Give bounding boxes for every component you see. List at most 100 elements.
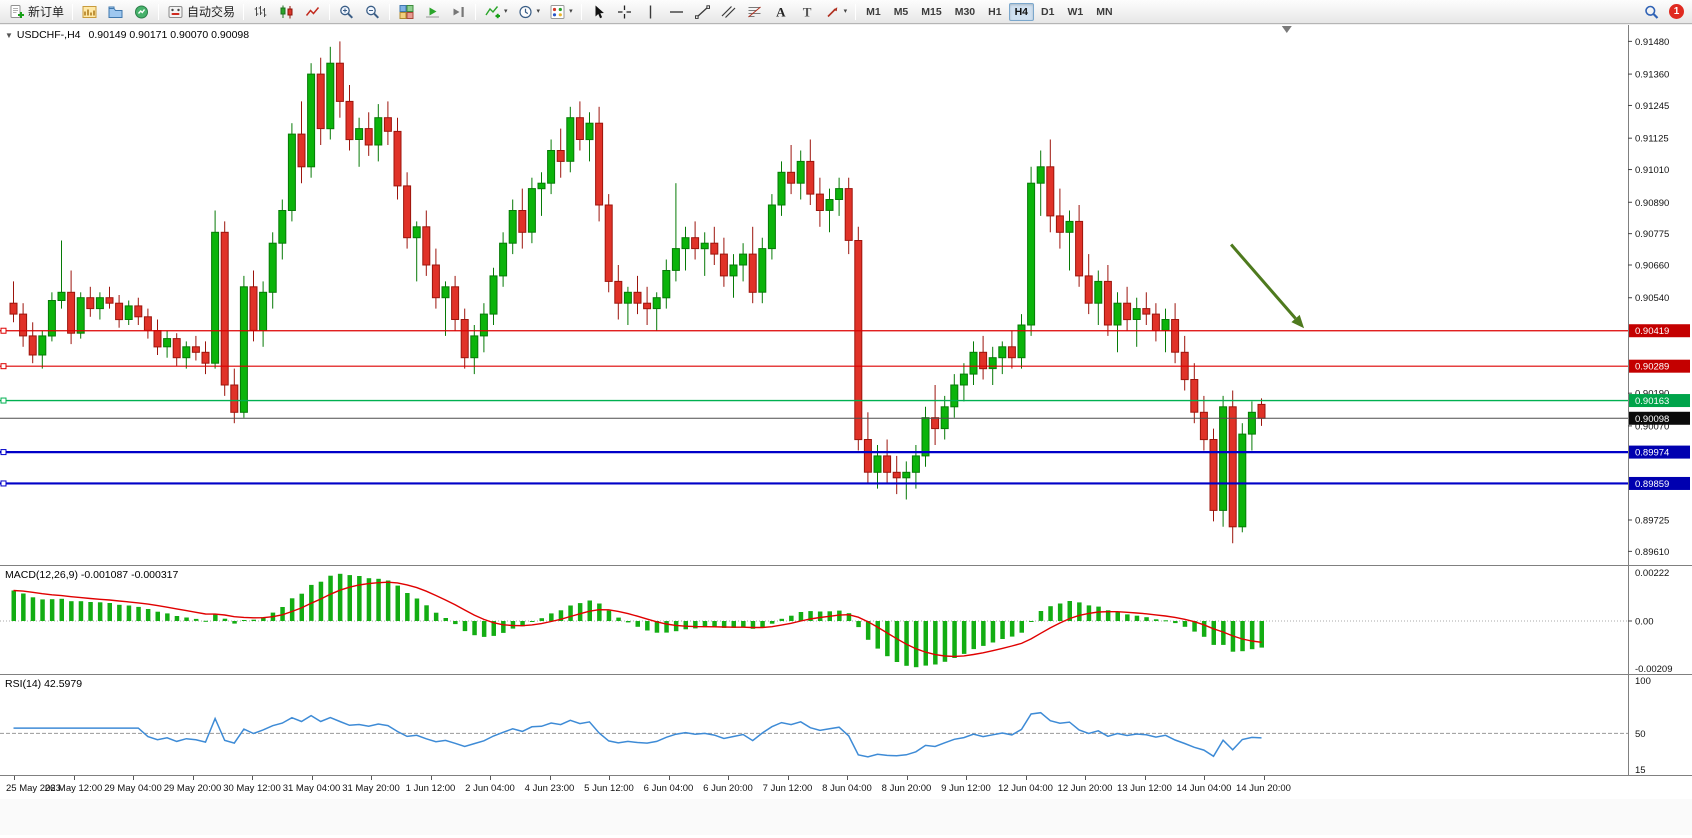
scale-label: 100	[1635, 676, 1651, 687]
timeframe-button-w1[interactable]: W1	[1061, 3, 1089, 21]
bull-candle	[911, 455, 920, 473]
bear-candle	[748, 253, 757, 293]
timeframe-button-m5[interactable]: M5	[888, 3, 915, 21]
time-axis-label: 4 Jun 23:00	[524, 783, 575, 794]
timeframe-button-d1[interactable]: D1	[1035, 3, 1060, 21]
timeframe-button-h1[interactable]: H1	[982, 3, 1007, 21]
macd-histogram-bar	[750, 621, 756, 629]
time-axis-label: 31 May 04:00	[282, 783, 341, 794]
arrow-object-head[interactable]	[1291, 314, 1305, 329]
macd-histogram-bar	[1240, 621, 1245, 652]
macd-histogram-bar	[232, 621, 237, 624]
candlestick-chart-button[interactable]	[274, 2, 299, 22]
macd-histogram-bar	[1125, 614, 1130, 621]
bear-candle	[1007, 346, 1016, 359]
toolbar-separator	[475, 3, 477, 20]
macd-histogram-bar	[222, 618, 228, 621]
zoom-out-button[interactable]	[360, 2, 385, 22]
main-chart-panel[interactable]: ▼ USDCHF-,H4 0.90149 0.90171 0.90070 0.9…	[0, 25, 1692, 565]
zoom-in-button[interactable]	[334, 2, 359, 22]
scale-label: 0.90890	[1635, 198, 1669, 209]
hline-anchor-marker[interactable]	[0, 449, 7, 456]
arrows-tool-button[interactable]: ▾	[820, 2, 852, 22]
macd-histogram-bar	[491, 621, 496, 636]
new-order-button[interactable]: 新订单	[4, 2, 68, 22]
fibonacci-button[interactable]	[742, 2, 767, 22]
one-click-collapse-icon[interactable]: ▼	[5, 30, 13, 40]
bear-candle	[451, 286, 460, 320]
bear-candle	[556, 150, 565, 162]
indicators-button[interactable]: ▾	[480, 2, 512, 22]
notification-badge[interactable]: 1	[1669, 4, 1684, 19]
timeframe-button-m1[interactable]: M1	[860, 3, 887, 21]
macd-histogram-bar	[616, 617, 621, 621]
autotrading-button[interactable]: 自动交易	[163, 2, 239, 22]
horizontal-line-button[interactable]	[664, 2, 689, 22]
trendline-button[interactable]	[690, 2, 715, 22]
profiles-button[interactable]	[103, 2, 128, 22]
time-axis[interactable]: 25 May 2023 26 May 12:00 29 May 04:00 29 Ma…	[0, 775, 1692, 799]
bear-candle	[105, 297, 114, 304]
line-chart-button[interactable]	[300, 2, 325, 22]
rsi-indicator-panel[interactable]: RSI(14) 42.5979 100 50 15	[0, 674, 1692, 776]
bar-chart-button[interactable]	[248, 2, 273, 22]
macd-histogram-bar	[145, 609, 151, 621]
macd-histogram-bar	[481, 621, 487, 637]
bear-candle	[67, 291, 76, 334]
new-chart-button[interactable]	[77, 2, 102, 22]
macd-histogram-bar	[462, 621, 468, 632]
text-label-button[interactable]: T	[794, 2, 819, 22]
templates-button[interactable]: ▾	[545, 2, 577, 22]
price-chart-canvas[interactable]: 0.91480 0.91360 0.91245 0.91125 0.91010 0.908…	[0, 25, 1692, 565]
search-button[interactable]	[1639, 2, 1664, 22]
time-tick	[371, 776, 372, 780]
timeframe-button-m15[interactable]: M15	[915, 3, 947, 21]
macd-histogram-bar	[731, 621, 736, 628]
hline-anchor-marker[interactable]	[0, 363, 7, 370]
time-tick	[906, 776, 908, 780]
cursor-button[interactable]	[586, 2, 611, 22]
periods-button[interactable]: ▾	[513, 2, 545, 22]
macd-histogram-bar	[1221, 621, 1226, 645]
macd-indicator-panel[interactable]: MACD(12,26,9) -0.001087 -0.000317 0.0022…	[0, 565, 1692, 675]
macd-histogram-bar	[779, 618, 784, 621]
dropdown-caret: ▾	[536, 8, 541, 15]
macd-histogram-bar	[11, 590, 16, 621]
chart-shift-button[interactable]	[446, 2, 471, 22]
bull-candle	[835, 188, 844, 201]
macd-canvas[interactable]: 0.00222 0.00 -0.00209	[0, 566, 1692, 675]
candlestick-chart-icon	[280, 5, 293, 18]
auto-scroll-button[interactable]	[420, 2, 445, 22]
hline-anchor-marker[interactable]	[0, 397, 7, 404]
macd-histogram-bar	[347, 575, 352, 621]
macd-histogram-bar	[1192, 621, 1197, 632]
text-tool-button[interactable]: A	[768, 2, 793, 22]
scale-label: 0.90775	[1635, 229, 1669, 240]
time-axis-label: 8 Jun 04:00	[822, 783, 872, 794]
market-watch-button[interactable]	[129, 2, 154, 22]
chart-title: ▼ USDCHF-,H4 0.90149 0.90171 0.90070 0.9…	[5, 29, 249, 41]
timeframe-button-h4[interactable]: H4	[1008, 2, 1035, 21]
bear-candle	[979, 351, 988, 370]
bull-candle	[268, 242, 277, 293]
arrow-object[interactable]	[1229, 243, 1297, 320]
hline-anchor-marker[interactable]	[0, 480, 7, 487]
crosshair-button[interactable]	[612, 2, 637, 22]
scale-label: 0.00222	[1635, 568, 1669, 579]
time-tick	[609, 776, 610, 780]
timeframe-button-m30[interactable]: M30	[949, 3, 981, 21]
tile-windows-button[interactable]	[394, 2, 419, 22]
macd-histogram-bar	[808, 611, 813, 621]
vertical-line-button[interactable]	[638, 2, 663, 22]
macd-histogram-bar	[1048, 606, 1053, 621]
channel-button[interactable]	[716, 2, 741, 22]
hline-anchor-marker[interactable]	[0, 327, 7, 334]
toolbar-separator	[389, 3, 391, 20]
bear-candle	[460, 319, 469, 359]
chart-shift-marker[interactable]	[1281, 26, 1292, 33]
rsi-canvas[interactable]: 100 50 15	[0, 675, 1692, 776]
timeframe-button-mn[interactable]: MN	[1090, 3, 1118, 21]
macd-histogram-bar	[606, 610, 612, 621]
macd-histogram-bar	[961, 621, 967, 654]
bull-candle	[700, 242, 709, 250]
